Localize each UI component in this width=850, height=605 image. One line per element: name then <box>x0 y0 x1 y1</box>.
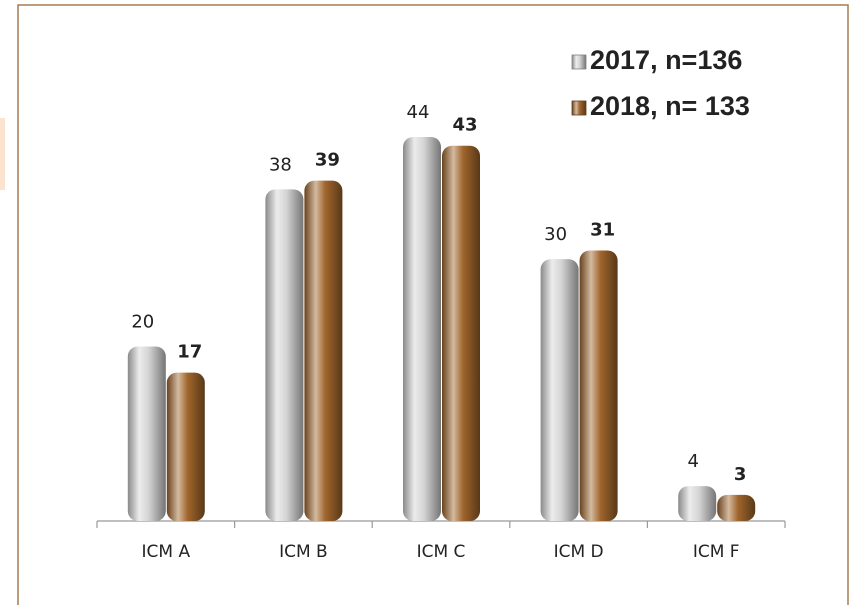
bar <box>579 250 618 522</box>
bar <box>403 137 441 521</box>
value-label: 39 <box>315 150 340 171</box>
frame <box>17 4 849 605</box>
value-label: 43 <box>452 115 477 136</box>
x-tick-label: ICM C <box>417 542 466 562</box>
bar <box>304 180 343 522</box>
x-tick-label: ICM F <box>693 542 740 562</box>
value-label: 38 <box>269 154 292 175</box>
bar <box>166 372 205 521</box>
bar <box>442 145 480 521</box>
value-label: 30 <box>544 224 567 245</box>
value-label: 31 <box>590 219 615 240</box>
bar <box>678 486 717 521</box>
legend-label: 2018, n= 133 <box>590 91 750 121</box>
value-label: 44 <box>407 102 430 123</box>
x-tick-label: ICM D <box>554 542 604 562</box>
bar <box>127 346 166 521</box>
value-label: 17 <box>177 342 202 363</box>
side-tab <box>0 118 5 190</box>
value-label: 3 <box>734 464 747 485</box>
bar <box>265 189 304 521</box>
x-tick-label: ICM B <box>279 542 328 562</box>
value-label: 4 <box>687 451 698 472</box>
value-label: 20 <box>131 311 154 332</box>
bar <box>540 259 579 521</box>
legend-swatch <box>571 100 587 116</box>
x-tick-label: ICM A <box>142 542 191 562</box>
legend-swatch <box>571 54 587 70</box>
legend-label: 2017, n=136 <box>590 45 742 75</box>
bar <box>717 494 756 521</box>
